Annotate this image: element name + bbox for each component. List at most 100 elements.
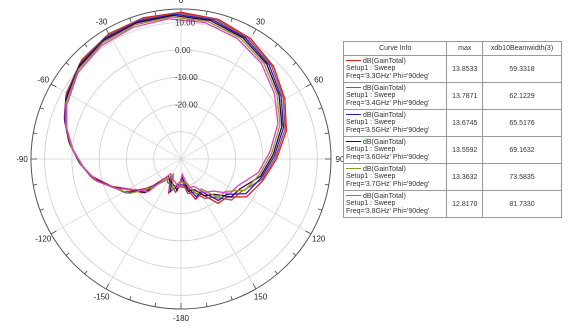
angle-tick xyxy=(324,183,329,186)
angle-tick xyxy=(274,43,278,48)
legend-row: dB(GainTotal) Setup1 : Sweep Freq='3.5GHz'… xyxy=(342,109,562,137)
angle-tick xyxy=(324,132,329,135)
angle-tick xyxy=(305,83,312,88)
angle-tick xyxy=(33,132,38,135)
angle-tick xyxy=(230,296,233,301)
radial-tick-label: 10.00 xyxy=(175,19,196,28)
angle-tick-label: -120 xyxy=(35,235,52,244)
legend-info-line: Freq='3.7GHz' Phi='90deg' xyxy=(346,180,430,188)
angle-tick-label: 120 xyxy=(312,235,326,244)
legend-row: dB(GainTotal) Setup1 : Sweep Freq='3.7GHz'… xyxy=(342,163,562,191)
legend-info-line: Setup1 : Sweep xyxy=(346,65,396,73)
angle-tick xyxy=(318,107,323,110)
angle-tick xyxy=(39,208,44,211)
legend-row: dB(GainTotal) Setup1 : Sweep Freq='3.4GHz'… xyxy=(342,82,562,110)
grid-spoke xyxy=(50,158,182,235)
legend-row: dB(GainTotal) Setup1 : Sweep Freq='3.8GHz'… xyxy=(342,190,562,218)
pattern-curve xyxy=(65,18,279,195)
angle-tick xyxy=(50,83,57,88)
legend-info-line: dB(GainTotal) xyxy=(363,111,406,119)
legend-swatch xyxy=(346,168,361,170)
angle-tick-label: 150 xyxy=(254,293,268,302)
angle-tick xyxy=(205,302,208,307)
legend-swatch xyxy=(346,114,361,116)
grid-spoke xyxy=(180,158,257,290)
legend-curve-info: dB(GainTotal) Setup1 : Sweep Freq='3.4GHz'… xyxy=(342,82,448,110)
legend-beamwidth-value: 69.1632 xyxy=(482,136,562,164)
angle-tick-label: -150 xyxy=(93,293,110,302)
angle-tick xyxy=(84,270,88,275)
grid-spoke xyxy=(50,83,182,160)
angle-tick-label: -60 xyxy=(38,76,50,85)
radial-tick-label: -10.00 xyxy=(175,73,198,82)
angle-tick-label: 0 xyxy=(179,0,184,5)
legend-info-line: Setup1 : Sweep xyxy=(346,119,396,127)
legend-beamwidth-value: 59.3318 xyxy=(482,55,562,83)
legend-max-value: 13.7871 xyxy=(446,82,484,110)
legend-curve-info: dB(GainTotal) Setup1 : Sweep Freq='3.8GHz'… xyxy=(342,190,448,218)
legend-header-curve-info: Curve Info xyxy=(342,41,448,56)
angle-tick xyxy=(252,28,257,35)
legend-curve-info: dB(GainTotal) Setup1 : Sweep Freq='3.5GHz'… xyxy=(342,109,448,137)
legend-info-line: dB(GainTotal) xyxy=(363,84,406,92)
legend-header-max: max xyxy=(446,41,484,56)
polar-chart: 0 30 60 90 120 150 -180 -150 -120 -90 -60 -30 10.00 0… xyxy=(16,0,345,323)
legend-info-line: Freq='3.8GHz' Phi='90deg' xyxy=(346,207,430,215)
legend-info-line: Setup1 : Sweep xyxy=(346,200,396,208)
grid-spoke xyxy=(105,158,182,290)
legend-swatch xyxy=(346,87,361,89)
angle-tick-label: 90 xyxy=(336,155,345,164)
angle-tick-label: 30 xyxy=(256,17,265,26)
legend-info-line: Freq='3.5GHz' Phi='90deg' xyxy=(346,126,430,134)
angle-tick xyxy=(154,302,157,307)
legend-max-value: 13.8533 xyxy=(446,55,484,83)
legend-info-line: dB(GainTotal) xyxy=(363,192,406,200)
legend-info-line: dB(GainTotal) xyxy=(363,165,406,173)
grid-spoke xyxy=(180,83,312,160)
angle-tick-label: -30 xyxy=(96,17,108,26)
legend-curve-info: dB(GainTotal) Setup1 : Sweep Freq='3.3GHz'… xyxy=(342,55,448,83)
legend-info-line: Setup1 : Sweep xyxy=(346,146,396,154)
legend-beamwidth-value: 73.5835 xyxy=(482,163,562,191)
radial-tick-label: 0.00 xyxy=(175,46,191,55)
legend-info-line: dB(GainTotal) xyxy=(363,138,406,146)
legend-info-line: dB(GainTotal) xyxy=(363,57,406,65)
legend-curve-info: dB(GainTotal) Setup1 : Sweep Freq='3.6GHz'… xyxy=(342,136,448,164)
radial-tick-label: -20.00 xyxy=(175,100,198,109)
legend-beamwidth-value: 62.1229 xyxy=(482,82,562,110)
legend-max-value: 13.5592 xyxy=(446,136,484,164)
legend-info-line: Setup1 : Sweep xyxy=(346,173,396,181)
angle-tick xyxy=(292,62,297,66)
angle-tick xyxy=(129,296,132,301)
axis-labels: 0 30 60 90 120 150 -180 -150 -120 -90 -60 -30 10.00 0… xyxy=(16,0,345,323)
legend-max-value: 12.8170 xyxy=(446,190,484,218)
legend-swatch xyxy=(346,60,361,62)
legend-curve-info: dB(GainTotal) Setup1 : Sweep Freq='3.7GHz'… xyxy=(342,163,448,191)
angle-tick xyxy=(305,230,312,235)
legend-info-line: Freq='3.3GHz' Phi='90deg' xyxy=(346,72,430,80)
legend-row: dB(GainTotal) Setup1 : Sweep Freq='3.3GHz'… xyxy=(342,55,562,83)
angle-tick-label: -90 xyxy=(16,155,28,164)
angle-tick xyxy=(318,208,323,211)
angle-tick-label: 60 xyxy=(314,76,323,85)
angle-tick xyxy=(65,252,70,256)
legend-info-line: Freq='3.4GHz' Phi='90deg' xyxy=(346,99,430,107)
angle-tick xyxy=(65,62,70,66)
angle-tick xyxy=(129,17,132,22)
angle-tick xyxy=(105,283,110,290)
legend-info-line: Setup1 : Sweep xyxy=(346,92,396,100)
angle-tick xyxy=(292,252,297,256)
angle-tick xyxy=(205,11,208,16)
legend-beamwidth-value: 81.7330 xyxy=(482,190,562,218)
angle-tick xyxy=(230,17,233,22)
angle-tick xyxy=(154,11,157,16)
legend-max-value: 13.3632 xyxy=(446,163,484,191)
legend-beamwidth-value: 65.5176 xyxy=(482,109,562,137)
legend-max-value: 13.6745 xyxy=(446,109,484,137)
pattern-curves xyxy=(63,11,288,205)
legend-header-beamwidth: xdb10Beamwidth(3) xyxy=(482,41,562,56)
angle-tick xyxy=(252,283,257,290)
angle-tick xyxy=(274,270,278,275)
angle-tick xyxy=(33,183,38,186)
legend-info-line: Freq='3.6GHz' Phi='90deg' xyxy=(346,153,430,161)
